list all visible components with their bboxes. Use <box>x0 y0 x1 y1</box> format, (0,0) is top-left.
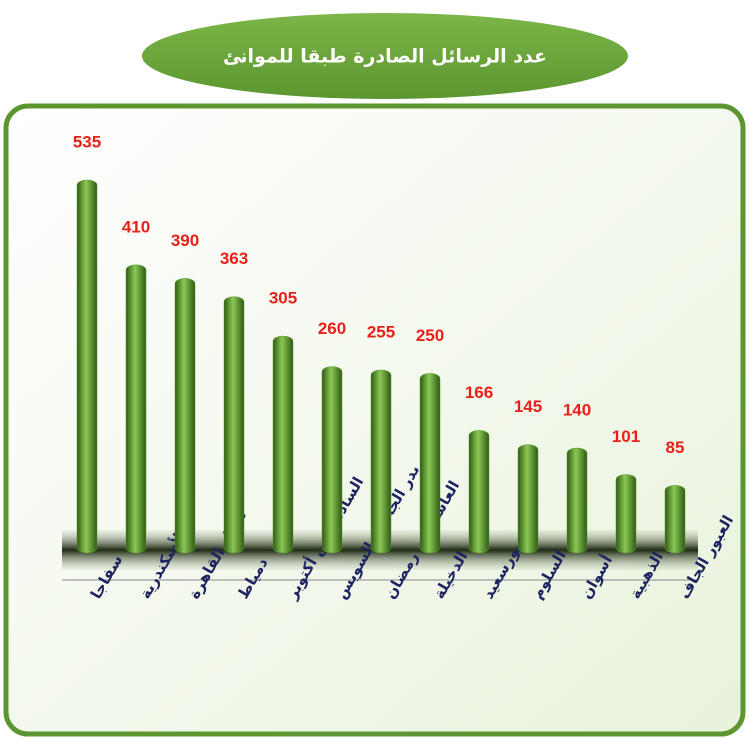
bar <box>223 296 245 554</box>
bar <box>517 444 539 554</box>
bar <box>174 278 196 554</box>
chart-title: عدد الرسائل الصادرة طبقا للموانئ <box>223 46 547 68</box>
bar <box>370 369 392 554</box>
value-label: 255 <box>367 322 395 341</box>
value-label: 250 <box>416 326 444 345</box>
bar <box>76 179 98 554</box>
value-label: 363 <box>220 249 248 268</box>
bar <box>468 430 490 554</box>
value-label: 260 <box>318 319 346 338</box>
bar <box>566 447 588 554</box>
bar <box>272 335 294 554</box>
value-label: 535 <box>73 132 101 151</box>
value-label: 305 <box>269 289 297 308</box>
bar <box>125 264 147 554</box>
title-badge <box>142 13 628 99</box>
value-label: 166 <box>465 383 493 402</box>
value-label: 85 <box>666 438 685 457</box>
value-label: 101 <box>612 427 640 446</box>
bar <box>664 485 686 554</box>
value-label: 410 <box>122 217 150 236</box>
value-label: 140 <box>563 400 591 419</box>
bar <box>615 474 637 554</box>
bar <box>419 373 441 554</box>
bar <box>321 366 343 554</box>
value-label: 145 <box>514 397 542 416</box>
value-label: 390 <box>171 231 199 250</box>
